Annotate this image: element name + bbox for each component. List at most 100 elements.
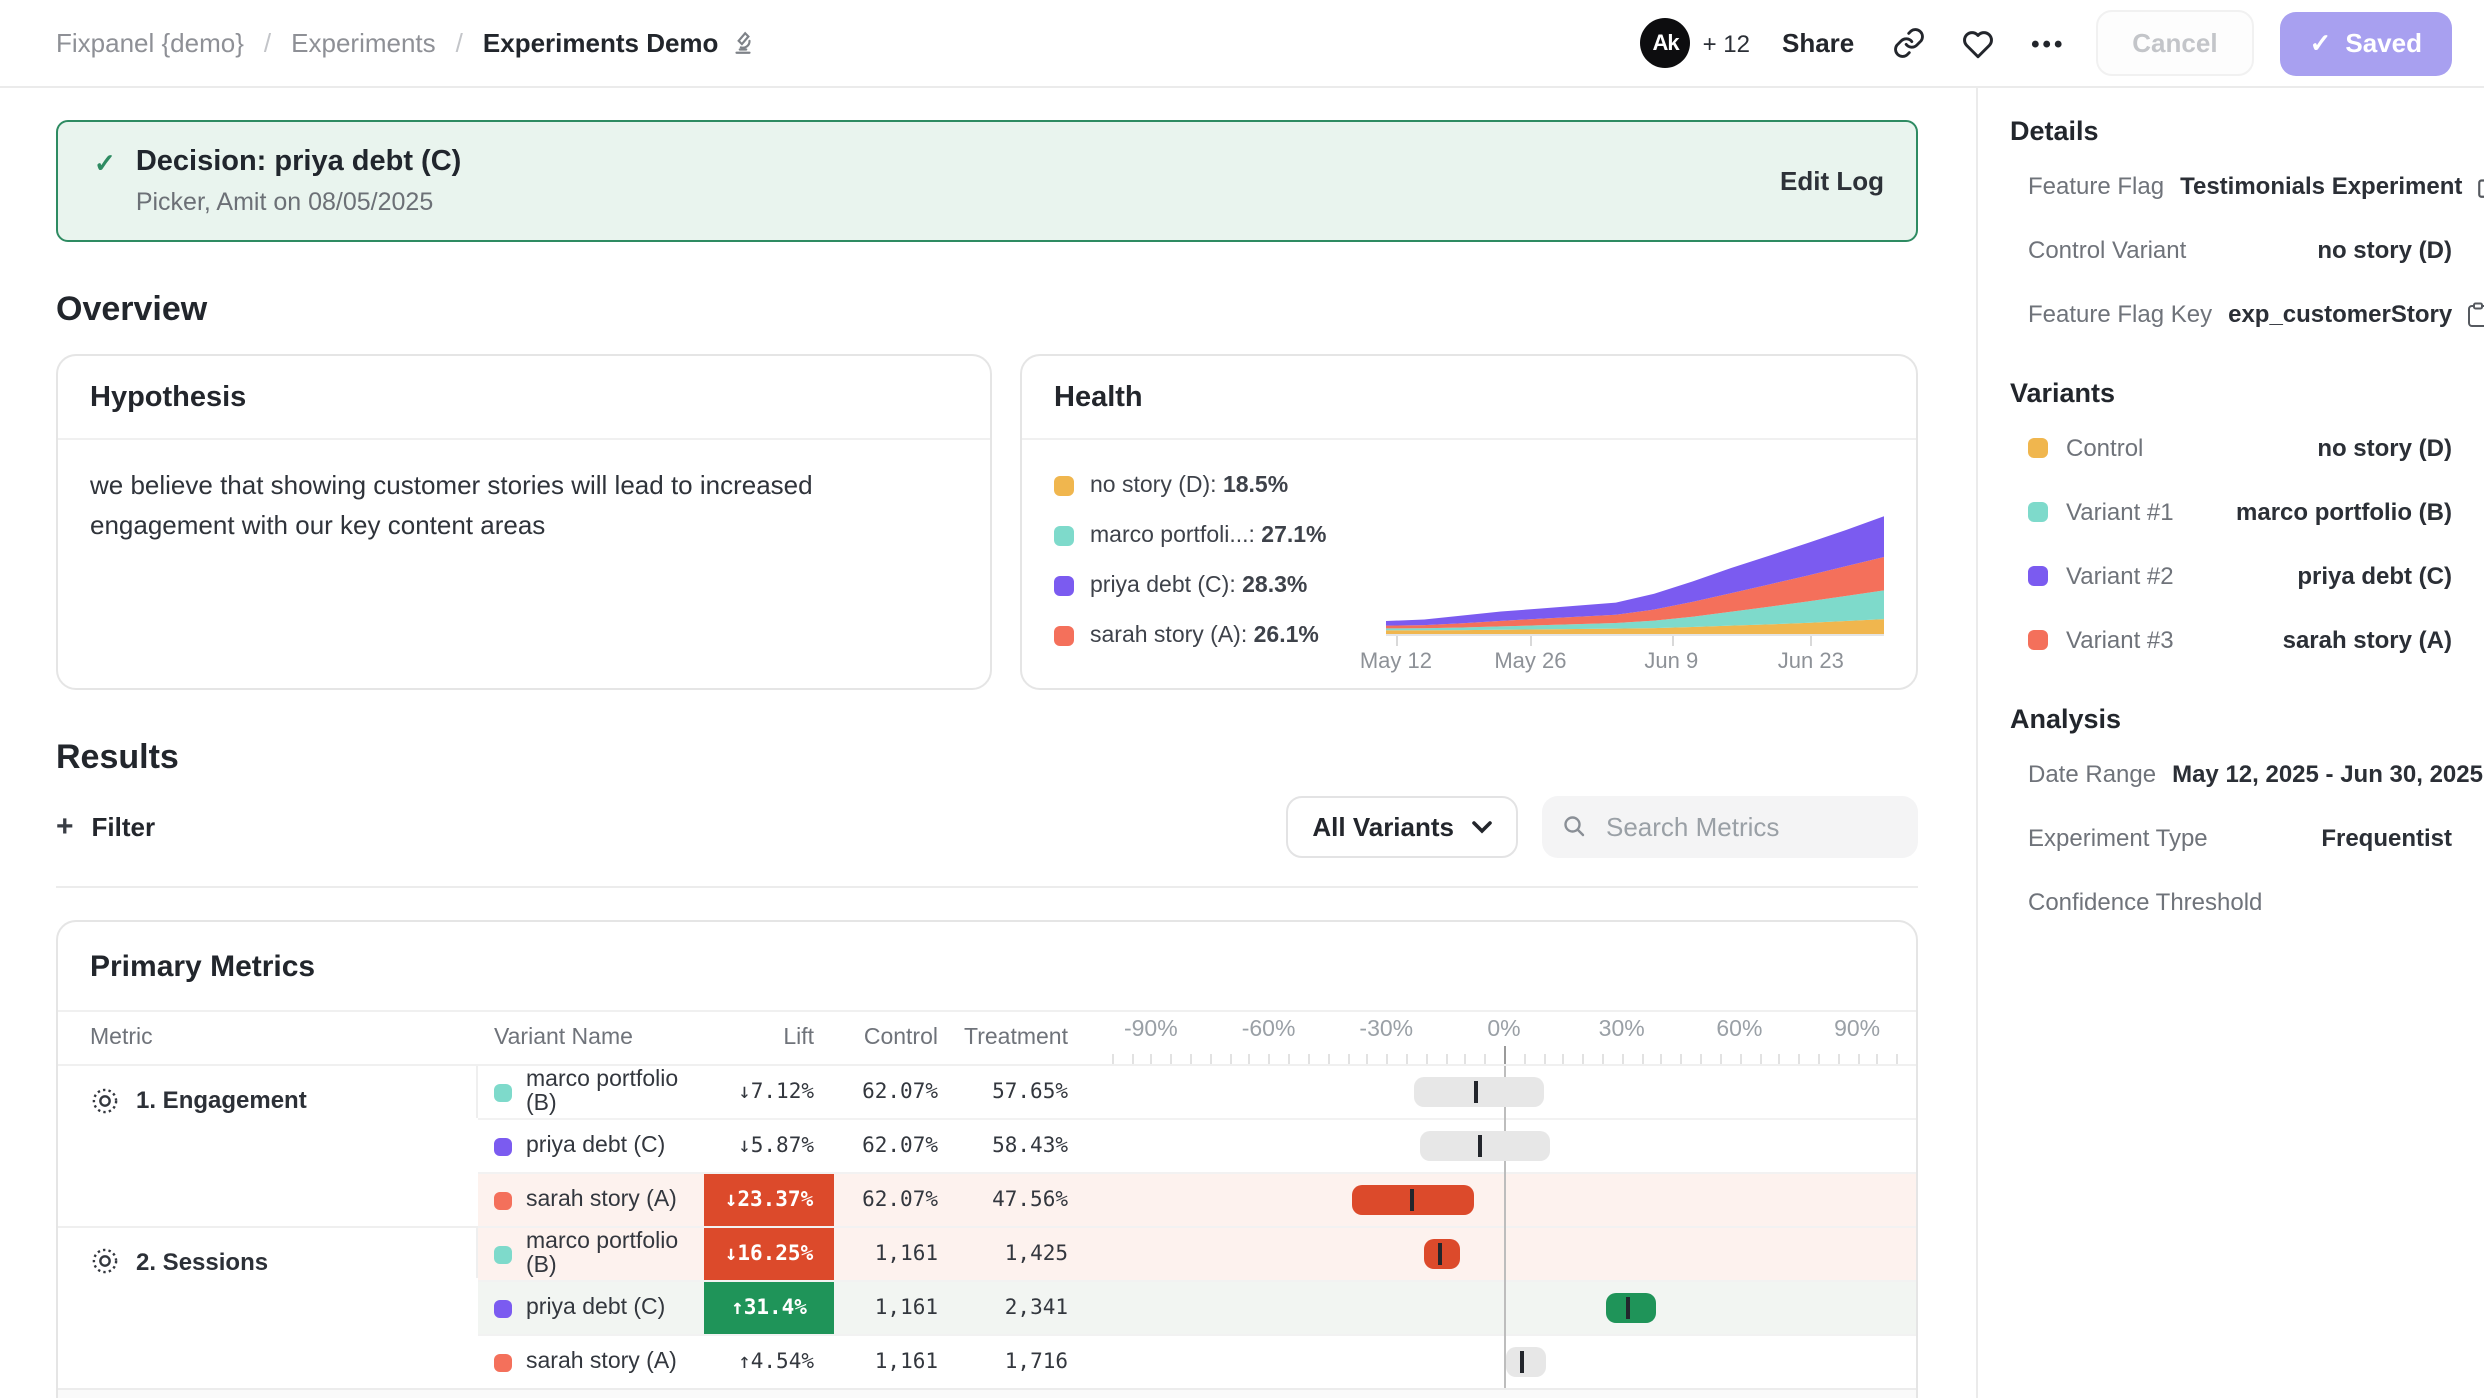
more-options-icon[interactable]: ••• — [2031, 29, 2066, 57]
search-metrics-box[interactable] — [1542, 795, 1918, 857]
axis-ruler-tick — [1700, 1054, 1703, 1064]
primary-metrics-title: Primary Metrics — [58, 922, 1916, 1012]
search-metrics-input[interactable] — [1602, 809, 1898, 843]
treatment-cell: 47.56% — [992, 1188, 1068, 1212]
lift-point-tick — [1625, 1297, 1630, 1319]
check-icon: ✓ — [94, 148, 116, 178]
confidence-interval-bar — [1413, 1077, 1544, 1107]
metric-name-cell[interactable]: 2. Sessions — [58, 1226, 478, 1278]
axis-ruler-tick — [1621, 1054, 1624, 1064]
lift-cell: ↓5.87% — [738, 1134, 814, 1158]
confidence-interval-cell — [1092, 1228, 1916, 1280]
axis-ruler-tick — [1641, 1054, 1644, 1064]
x-axis-tick — [1810, 636, 1813, 646]
table-row[interactable]: marco portfolio (B) ↓16.25% 1,161 1,425 — [478, 1226, 1916, 1280]
axis-ruler-tick — [1543, 1054, 1546, 1064]
breadcrumb-item[interactable]: Fixpanel {demo} — [56, 28, 244, 58]
top-bar-actions: Ak + 12 Share ••• Cancel ✓ Saved — [1640, 10, 2452, 76]
sidebar-row-value: Testimonials Experiment — [2180, 172, 2484, 200]
axis-ruler-tick — [1190, 1054, 1193, 1064]
axis-ruler-tick — [1405, 1054, 1408, 1064]
confidence-interval-cell — [1092, 1174, 1916, 1226]
legend-item[interactable]: sarah story (A): 26.1% — [1054, 624, 1374, 648]
variant-name-cell: sarah story (A) — [478, 1174, 704, 1226]
legend-label: priya debt (C): 28.3% — [1090, 574, 1308, 598]
breadcrumb-item[interactable]: Experiments — [291, 28, 436, 58]
sidebar-row-value: marco portfolio (B) — [2236, 498, 2452, 526]
control-cell: 1,161 — [874, 1242, 938, 1266]
sidebar-row-value: no story (D) — [2317, 236, 2452, 264]
legend-item[interactable]: no story (D): 18.5% — [1054, 474, 1374, 498]
breadcrumb-separator: / — [263, 28, 272, 58]
share-button[interactable]: Share — [1782, 28, 1855, 58]
axis-ruler-tick — [1857, 1054, 1860, 1064]
area-series — [1386, 619, 1884, 634]
confidence-interval-bar — [1419, 1131, 1550, 1161]
axis-ruler-tick — [1582, 1054, 1585, 1064]
legend-label: sarah story (A): 26.1% — [1090, 624, 1319, 648]
add-filter-button[interactable]: + Filter — [56, 809, 156, 843]
axis-ruler-tick — [1837, 1054, 1840, 1064]
metric-group: 2. Sessions marco portfolio (B) ↓16.25% 1,1… — [58, 1226, 1916, 1388]
variant-filter-dropdown[interactable]: All Variants — [1286, 795, 1518, 857]
sidebar-row: Feature Flag Key exp_customerStory — [2010, 282, 2484, 346]
saved-button[interactable]: ✓ Saved — [2279, 11, 2452, 75]
sidebar-row-label: Experiment Type — [2028, 824, 2208, 852]
axis-ruler-tick — [1602, 1054, 1605, 1064]
edit-log-button[interactable]: Edit Log — [1780, 166, 1884, 196]
axis-ruler-tick — [1680, 1054, 1683, 1064]
clipboard-icon[interactable] — [2466, 301, 2484, 327]
add-metric-button[interactable]: + Add — [58, 1388, 1916, 1398]
axis-ruler-tick — [1229, 1054, 1232, 1064]
overview-heading: Overview — [56, 290, 208, 328]
axis-ruler-tick — [1209, 1054, 1212, 1064]
confidence-interval-cell — [1092, 1336, 1916, 1388]
axis-ruler-tick — [1817, 1054, 1820, 1064]
legend-item[interactable]: marco portfoli...: 27.1% — [1054, 524, 1374, 548]
avatar[interactable]: Ak — [1640, 18, 1691, 68]
axis-ruler-tick — [1327, 1054, 1330, 1064]
top-bar: Fixpanel {demo} / Experiments / Experiments … — [0, 0, 2484, 88]
x-axis-label: May 12 — [1359, 650, 1433, 674]
main-panel: ✓ Decision: priya debt (C) Picker, Amit … — [0, 88, 1976, 1398]
axis-ruler-tick — [1562, 1054, 1565, 1064]
decision-banner: ✓ Decision: priya debt (C) Picker, Amit … — [56, 120, 1918, 242]
microscope-icon — [735, 31, 752, 54]
breadcrumb: Fixpanel {demo} / Experiments / Experiments … — [56, 28, 756, 58]
axis-ruler-tick — [1464, 1054, 1467, 1064]
favorite-heart-icon[interactable] — [1956, 21, 2000, 65]
lift-cell: ↓23.37% — [704, 1174, 834, 1226]
table-row[interactable]: marco portfolio (B) ↓7.12% 62.07% 57.65% — [478, 1066, 1916, 1118]
sidebar-row-label: Control Variant — [2028, 236, 2187, 264]
sidebar-section-heading: Analysis — [2010, 704, 2122, 734]
variant-color-chip — [2028, 502, 2048, 522]
axis-ruler-tick — [1248, 1054, 1251, 1064]
legend-item[interactable]: priya debt (C): 28.3% — [1054, 574, 1374, 598]
search-icon — [1564, 816, 1585, 837]
sidebar-row: Control no story (D) — [2010, 416, 2452, 480]
health-title: Health — [1022, 356, 1916, 440]
sidebar-row-value: sarah story (A) — [2282, 626, 2452, 654]
variant-name-cell: marco portfolio (B) — [478, 1228, 704, 1280]
axis-ruler-tick — [1288, 1054, 1291, 1064]
table-row[interactable]: sarah story (A) ↓23.37% 62.07% 47.56% — [478, 1172, 1916, 1226]
column-header-metric: Metric — [90, 1026, 153, 1050]
cancel-button[interactable]: Cancel — [2096, 10, 2254, 76]
external-link-icon[interactable] — [2476, 173, 2484, 199]
metric-name-cell[interactable]: 1. Engagement — [58, 1066, 478, 1118]
table-row[interactable]: priya debt (C) ↑31.4% 1,161 2,341 — [478, 1280, 1916, 1334]
sidebar-row: Feature Flag Testimonials Experiment — [2010, 154, 2484, 218]
axis-ruler-tick — [1896, 1054, 1899, 1064]
axis-ruler-tick — [1523, 1054, 1526, 1064]
table-row[interactable]: sarah story (A) ↑4.54% 1,161 1,716 — [478, 1334, 1916, 1388]
axis-ruler-tick — [1347, 1054, 1350, 1064]
axis-tick-label: 90% — [1834, 1018, 1881, 1042]
area-series — [1386, 516, 1884, 626]
hypothesis-body: we believe that showing customer stories… — [90, 470, 813, 539]
collaborators-count[interactable]: + 12 — [1702, 29, 1750, 57]
sidebar-row-value: exp_customerStory — [2228, 300, 2484, 328]
zero-baseline — [1504, 1066, 1506, 1388]
copy-link-icon[interactable] — [1886, 21, 1930, 65]
sidebar-row-label: Confidence Threshold — [2028, 888, 2263, 916]
table-row[interactable]: priya debt (C) ↓5.87% 62.07% 58.43% — [478, 1118, 1916, 1172]
